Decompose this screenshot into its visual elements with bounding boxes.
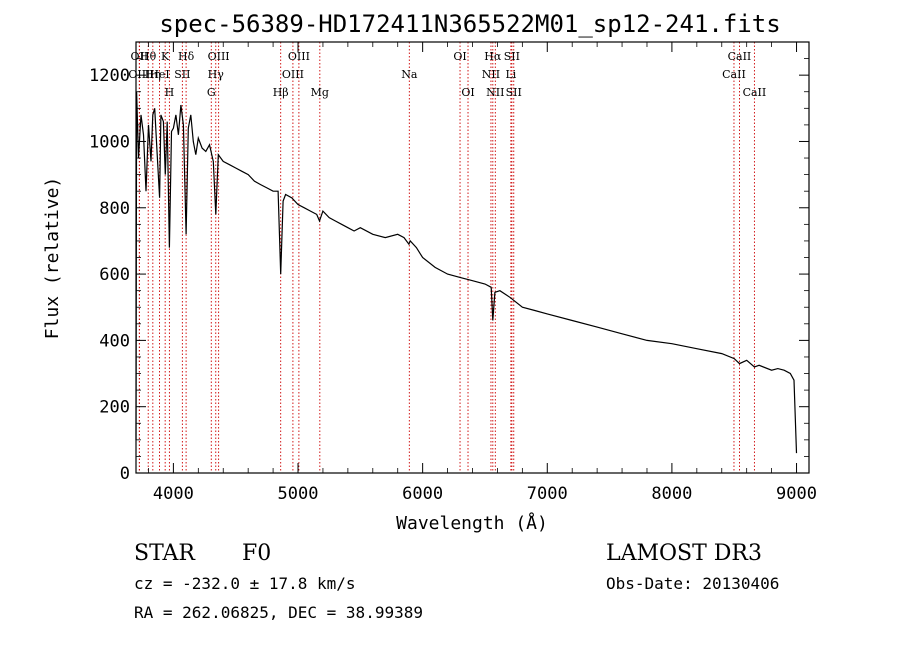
y-tick-label: 400	[99, 331, 130, 351]
redshift-cz: cz = -232.0 ± 17.8 km/s	[134, 574, 356, 593]
x-tick-label: 9000	[776, 484, 817, 504]
spectral-line-label: CaII	[722, 68, 746, 81]
plot-frame	[135, 41, 810, 474]
spectral-line-label: OIII	[288, 50, 310, 63]
x-tick-label: 6000	[402, 484, 443, 504]
spectral-line-label: CaII	[728, 50, 752, 63]
spectral-line-label: OI	[461, 86, 474, 99]
x-axis-ticks: 4000 5000 6000 7000 8000 9000	[148, 42, 817, 504]
y-tick-label: 200	[99, 398, 130, 418]
x-tick-label: 5000	[278, 484, 319, 504]
spectral-line-label: OI	[453, 50, 466, 63]
spectral-line-label: Hδ	[178, 50, 195, 63]
y-tick-label: 1000	[89, 132, 130, 152]
spectral-line-label: Hα	[484, 50, 502, 63]
spectral-line-label: OIII	[282, 68, 304, 81]
chart-title: spec-56389-HD172411N365522M01_sp12-241.f…	[159, 10, 780, 38]
spectral-line-label: CaII	[743, 86, 767, 99]
object-subclass: F0	[242, 541, 271, 566]
spectral-line-label: OIII	[128, 68, 150, 81]
spectral-line-label: SII	[504, 50, 520, 63]
flux-series-line	[135, 91, 798, 454]
x-tick-label: 7000	[527, 484, 568, 504]
spectral-line-label: OII	[131, 50, 149, 63]
survey-name: LAMOST DR3	[606, 541, 762, 566]
spectral-line-label: H	[165, 86, 175, 99]
obs-date: Obs-Date: 20130406	[606, 574, 779, 593]
y-tick-label: 600	[99, 265, 130, 285]
spectral-line-label: Li	[505, 68, 516, 81]
spectral-line-label: Mg	[311, 86, 329, 99]
spectral-line-label: SII	[174, 68, 190, 81]
y-tick-label: 0	[120, 464, 130, 484]
spectral-line-label: NII	[486, 86, 504, 99]
x-axis-label: Wavelength (Å)	[396, 512, 548, 534]
spectral-line-label: Hθ	[140, 50, 157, 63]
spectral-line-label: Hβ	[273, 86, 289, 99]
spectral-line-label: HeI	[149, 68, 169, 81]
y-tick-label: 1200	[89, 66, 130, 86]
y-tick-label: 800	[99, 199, 130, 219]
spectral-line-label: SII	[506, 86, 522, 99]
y-axis-label: Flux (relative)	[42, 177, 63, 340]
y-axis-ticks: 0 200 400 600 800 1000 1200	[89, 58, 809, 484]
x-tick-label: 8000	[651, 484, 692, 504]
coordinates: RA = 262.06825, DEC = 38.99389	[134, 603, 423, 622]
spectral-line-markers	[138, 42, 755, 473]
spectral-line-label: Hγ	[208, 68, 225, 81]
object-class: STAR	[134, 541, 196, 566]
spectral-line-label: NII	[482, 68, 500, 81]
spectral-line-label: Hη	[145, 68, 161, 81]
x-tick-label: 4000	[153, 484, 194, 504]
spectral-line-label: OIII	[208, 50, 230, 63]
spectral-line-label: K	[161, 50, 170, 63]
spectral-line-label: Na	[401, 68, 418, 81]
spectral-line-label: G	[207, 86, 216, 99]
